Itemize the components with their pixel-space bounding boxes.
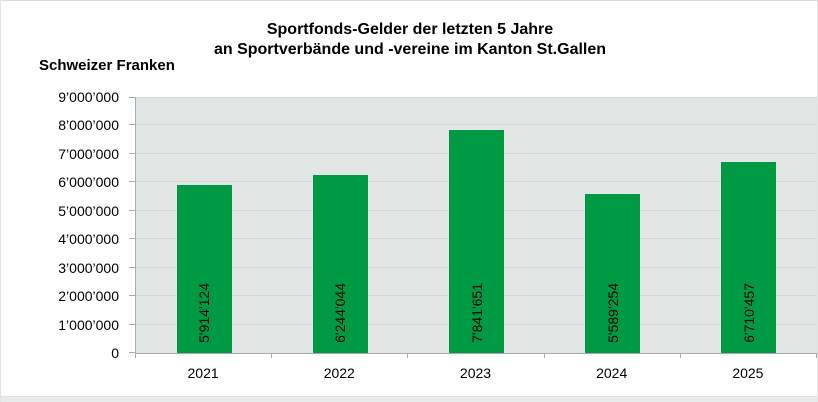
y-axis-tick-label: 3’000’000 [58, 259, 119, 276]
y-axis-tick [129, 323, 135, 325]
y-axis-tick [129, 238, 135, 240]
y-axis-tick-label: 1’000’000 [58, 316, 119, 333]
y-gridline [136, 124, 817, 126]
bar-value-label: 5'914'124 [196, 283, 213, 343]
x-axis-tick [271, 354, 272, 358]
chart-title: Sportfonds-Gelder der letzten 5 Jahre an… [213, 21, 607, 58]
x-axis-tick-label: 2022 [323, 365, 355, 381]
y-axis-tick [129, 124, 135, 126]
bar-value-label: 5'589'254 [604, 283, 621, 343]
x-axis-tick [407, 354, 408, 358]
y-axis-tick [129, 97, 135, 98]
y-axis-tick [129, 152, 135, 154]
x-axis-tick [680, 354, 681, 358]
y-axis-tick-label: 9’000’000 [58, 89, 119, 105]
bar-value-label: 6'710'457 [740, 283, 757, 343]
x-axis-tick-label: 2025 [732, 365, 764, 381]
y-axis-tick-label: 4’000’000 [58, 231, 119, 248]
bar-2025: 6'710'457 [721, 162, 777, 353]
x-axis-tick [135, 354, 136, 358]
y-gridline [136, 97, 817, 98]
y-axis-tick [129, 295, 135, 297]
y-axis-tick [129, 352, 135, 353]
y-axis-tick [129, 209, 135, 211]
x-axis-tick-label: 2023 [459, 365, 492, 381]
bar-2022: 6'244'044 [312, 175, 368, 353]
y-axis-tick [129, 266, 135, 268]
bar-value-label: 6'244'044 [332, 283, 349, 343]
bottom-strip [1, 396, 817, 402]
y-axis-tick-label: 7’000’000 [58, 145, 119, 162]
bar-2024: 5'589'254 [585, 194, 641, 353]
y-axis-tick-label: 6’000’000 [58, 174, 119, 191]
y-axis-tick-label: 2’000’000 [58, 288, 119, 305]
bar-2023: 7'841'651 [449, 129, 504, 353]
x-axis-tick [816, 354, 817, 358]
x-axis-tick-label: 2024 [596, 365, 628, 381]
y-axis-title: Schweizer Franken [39, 57, 175, 74]
plot-area: 5'914'124 6'244'044 7'841'651 5'589'254 6'71… [135, 97, 817, 354]
y-axis-tick [129, 181, 135, 183]
x-axis-tick [544, 354, 545, 358]
y-axis-tick-label: 8’000’000 [58, 117, 119, 134]
y-axis-tick-label: 0 [111, 345, 119, 361]
x-axis-tick-label: 2021 [187, 365, 219, 381]
y-axis-tick-label: 5’000’000 [58, 202, 119, 219]
bar-value-label: 7'841'651 [468, 283, 485, 343]
bar-2021: 5'914'124 [176, 184, 232, 353]
